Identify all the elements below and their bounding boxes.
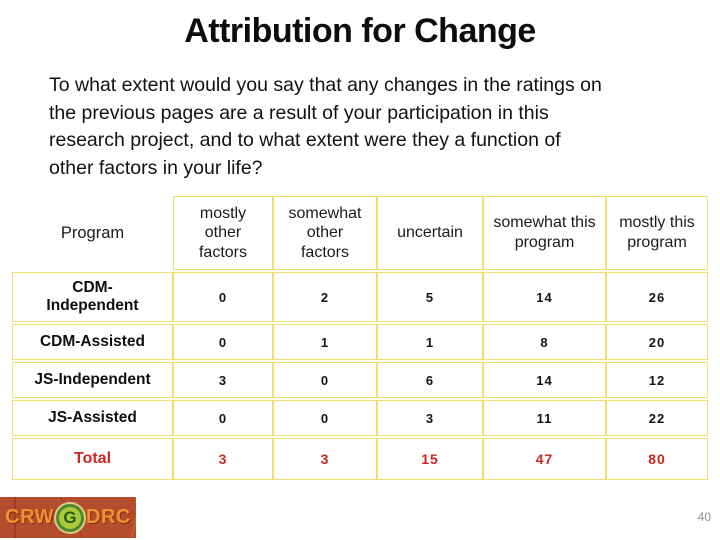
cell-value: 26: [606, 272, 708, 322]
intro-line-2: the previous pages are a result of your …: [49, 101, 549, 124]
row-label: CDM-Independent: [12, 272, 173, 322]
cell-value: 3: [377, 400, 483, 436]
row-label: CDM-Assisted: [12, 324, 173, 360]
header-somewhat-other-factors: somewhat other factors: [273, 196, 377, 270]
row-label: JS-Assisted: [12, 400, 173, 436]
header-uncertain: uncertain: [377, 196, 483, 270]
cell-value: 0: [173, 272, 273, 322]
cell-value: 3: [173, 362, 273, 398]
table-row-cdm-independent: CDM-Independent 0 2 5 14 26: [12, 272, 708, 322]
slide-title: Attribution for Change: [184, 12, 536, 50]
total-label: Total: [12, 438, 173, 480]
header-somewhat-this-program: somewhat this program: [483, 196, 606, 270]
header-mostly-other-factors: mostly other factors: [173, 196, 273, 270]
header-program: Program: [12, 196, 173, 270]
cell-value: 12: [606, 362, 708, 398]
cell-value: 2: [273, 272, 377, 322]
intro-line-1: To what extent would you say that any ch…: [49, 74, 602, 96]
cell-value: 5: [377, 272, 483, 322]
header-mostly-this-program: mostly this program: [606, 196, 708, 270]
table-row-cdm-assisted: CDM-Assisted 0 1 1 8 20: [12, 324, 708, 360]
logo-text-drc: DRC: [86, 506, 131, 528]
cell-value: 14: [483, 362, 606, 398]
row-label: JS-Independent: [12, 362, 173, 398]
total-value: 3: [273, 438, 377, 480]
total-value: 80: [606, 438, 708, 480]
cell-value: 20: [606, 324, 708, 360]
cell-value: 1: [273, 324, 377, 360]
logo-text-crw: CRW: [5, 506, 55, 528]
cell-value: 6: [377, 362, 483, 398]
intro-line-4: other factors in your life?: [49, 156, 263, 179]
crwg-drc-logo: CRW G DRC: [0, 497, 136, 538]
cell-value: 11: [483, 400, 606, 436]
total-value: 3: [173, 438, 273, 480]
table-row-total: Total 3 3 15 47 80: [12, 438, 708, 480]
page-number: 40: [697, 510, 711, 524]
logo-g-badge-icon: G: [56, 503, 85, 532]
total-value: 47: [483, 438, 606, 480]
cell-value: 0: [273, 362, 377, 398]
intro-paragraph: To what extent would you say that any ch…: [49, 72, 704, 182]
cell-value: 14: [483, 272, 606, 322]
table-row-js-independent: JS-Independent 3 0 6 14 12: [12, 362, 708, 398]
cell-value: 0: [173, 400, 273, 436]
cell-value: 0: [273, 400, 377, 436]
total-value: 15: [377, 438, 483, 480]
attribution-table: Program mostly other factors somewhat ot…: [12, 194, 708, 482]
cell-value: 8: [483, 324, 606, 360]
cell-value: 1: [377, 324, 483, 360]
intro-line-3: research project, and to what extent wer…: [49, 129, 561, 151]
cell-value: 22: [606, 400, 708, 436]
cell-value: 0: [173, 324, 273, 360]
table-header-row: Program mostly other factors somewhat ot…: [12, 196, 708, 270]
table-row-js-assisted: JS-Assisted 0 0 3 11 22: [12, 400, 708, 436]
